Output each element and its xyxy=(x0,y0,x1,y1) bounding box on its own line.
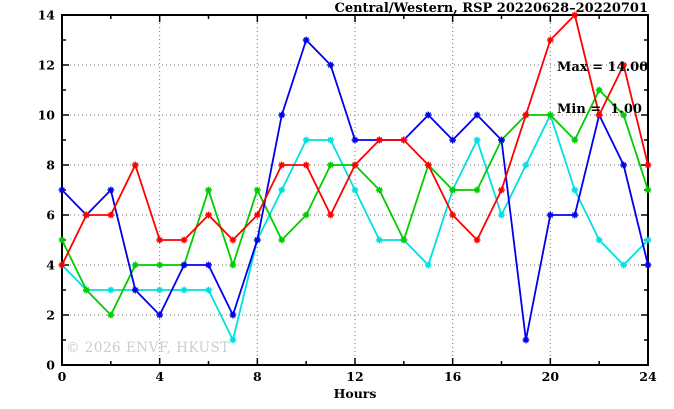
x-tick-label: 16 xyxy=(444,369,462,384)
x-tick-label: 24 xyxy=(639,369,657,384)
max-value-label: Max = 14.00 xyxy=(557,60,649,75)
y-tick-label: 6 xyxy=(46,208,55,223)
x-tick-label: 4 xyxy=(155,369,164,384)
y-tick-label: 8 xyxy=(46,158,55,173)
stats-legend: Max = 14.00 Min = 1.00 xyxy=(557,33,648,145)
x-tick-label: 12 xyxy=(346,369,363,384)
y-tick-label: 14 xyxy=(38,8,56,23)
red-series-markers xyxy=(58,11,652,269)
watermark: © 2026 ENVF, HKUST xyxy=(66,340,230,356)
y-tick-label: 10 xyxy=(38,108,56,123)
y-tick-label: 0 xyxy=(46,358,55,373)
min-value-label: Min = 1.00 xyxy=(557,102,642,117)
x-tick-label: 0 xyxy=(58,369,67,384)
x-axis-title: Hours xyxy=(333,386,377,401)
x-tick-label: 8 xyxy=(253,369,262,384)
x-tick-label: 20 xyxy=(542,369,560,384)
chart-title: Central/Western, RSP 20220628–20220701 xyxy=(334,1,648,16)
y-tick-label: 2 xyxy=(46,308,55,323)
y-tick-label: 4 xyxy=(46,258,55,273)
y-tick-label: 12 xyxy=(38,58,55,73)
